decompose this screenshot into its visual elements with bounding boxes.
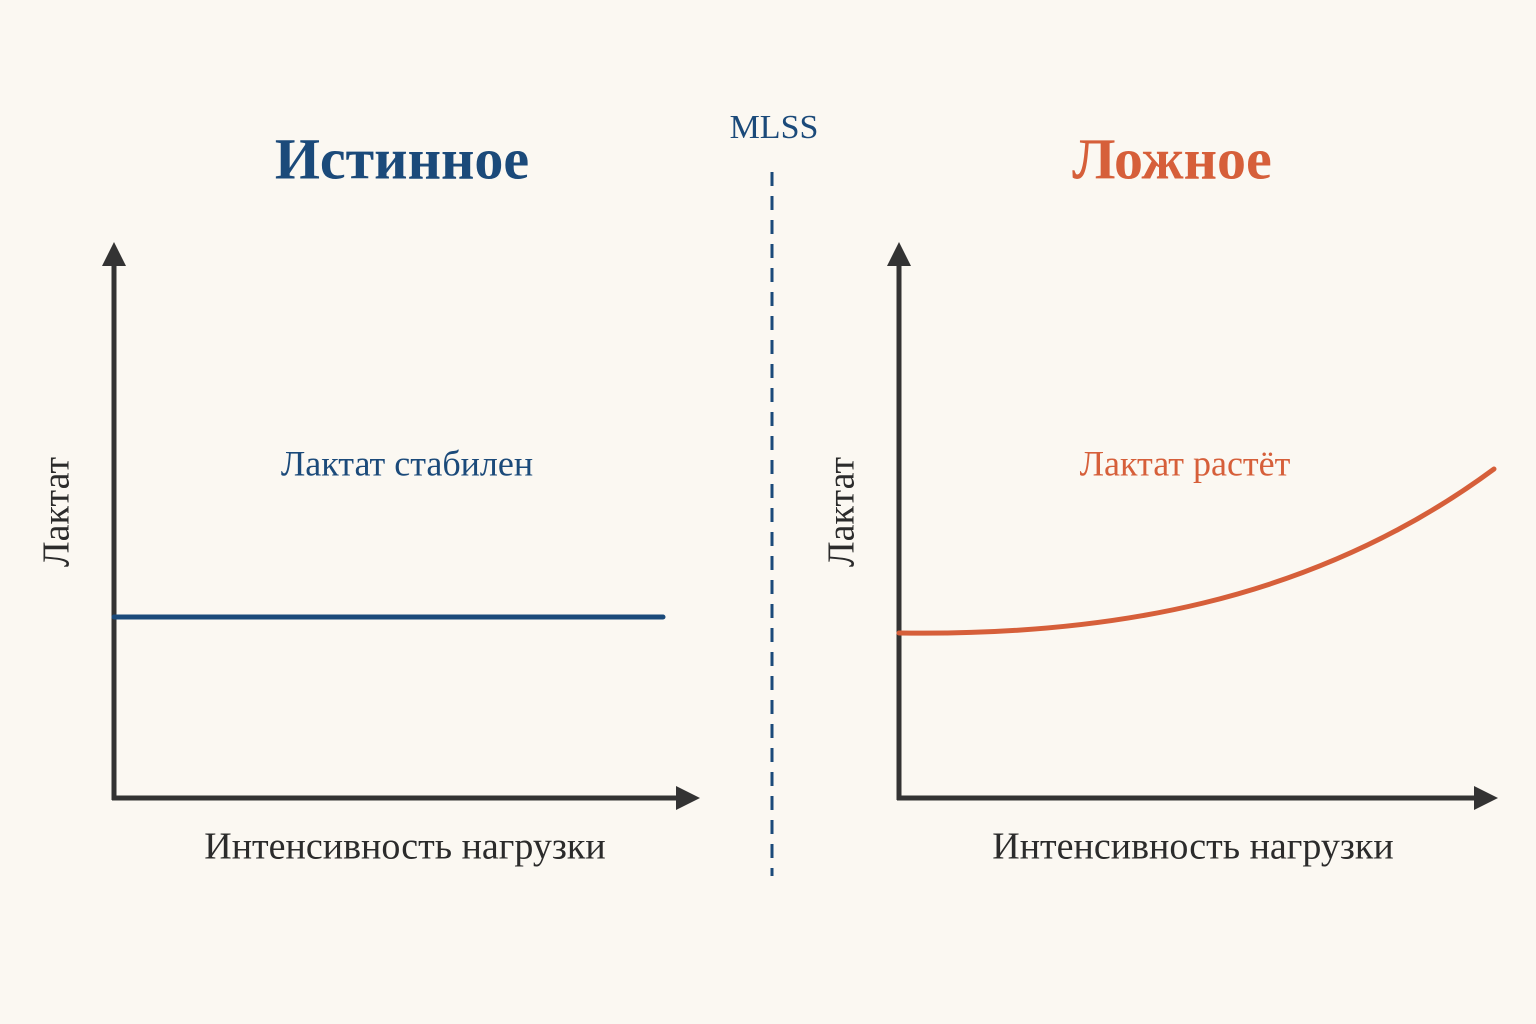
panel-title: Ложное <box>1072 126 1272 191</box>
lactate-curve <box>896 466 1497 636</box>
x-axis-label: Интенсивность нагрузки <box>204 826 605 868</box>
y-axis-label: Лактат <box>821 457 863 568</box>
panel-title: Истинное <box>275 126 529 191</box>
y-axis-arrow <box>102 242 126 266</box>
annotation: Лактат растёт <box>1080 443 1291 483</box>
annotation: Лактат стабилен <box>281 443 533 483</box>
x-axis-arrow <box>1474 786 1498 810</box>
y-axis-label: Лактат <box>36 457 78 568</box>
divider-label: MLSS <box>730 109 819 146</box>
x-axis-arrow <box>676 786 700 810</box>
x-axis-label: Интенсивность нагрузки <box>992 826 1393 868</box>
y-axis-arrow <box>887 242 911 266</box>
